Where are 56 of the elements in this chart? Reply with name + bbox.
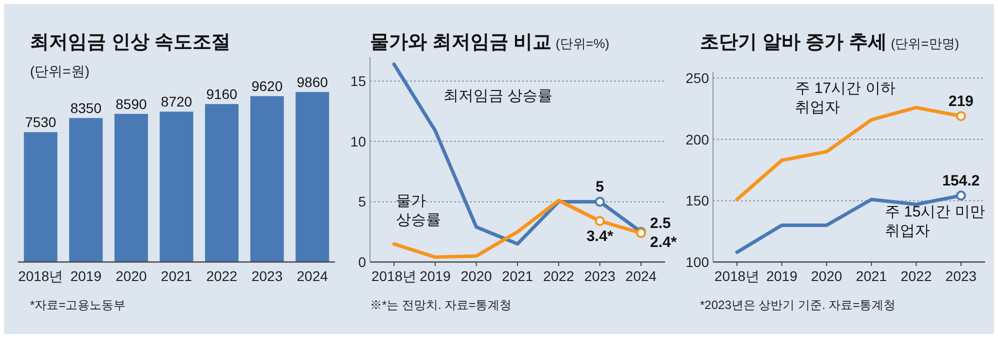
y-tick-label: 150 xyxy=(686,192,710,209)
x-tick-label: 2020 xyxy=(811,268,842,284)
series-label: 최저임금 상승률 xyxy=(443,87,553,104)
y-tick-label: 10 xyxy=(350,133,366,150)
text: ※*는 전망치. 자료=통계청 xyxy=(370,298,512,312)
x-tick-label: 2019 xyxy=(420,268,451,284)
x-tick-label: 2022 xyxy=(206,268,238,284)
data-label: 8590 xyxy=(116,96,147,112)
y-tick-label: 0 xyxy=(358,254,366,270)
x-tick-label: 2020 xyxy=(460,268,492,284)
point xyxy=(594,196,605,207)
y-tick-label: 5 xyxy=(358,194,366,210)
series-label: 주 17시간 이하 취업자 xyxy=(795,80,896,116)
chart-subtitle: (단위=만명) xyxy=(890,36,960,51)
x-tick-label: 2022 xyxy=(543,268,574,284)
data-label: 5 xyxy=(596,178,604,196)
data-label: 7530 xyxy=(25,114,56,130)
text: *2023년은 상반기 기준. 자료=통계청 xyxy=(700,298,896,312)
x-tick-label: 2023 xyxy=(584,268,616,284)
series-label: 물가 상승률 xyxy=(396,192,442,228)
x-tick-label: 2019 xyxy=(70,268,102,284)
data-label: 9620 xyxy=(251,78,283,94)
data-label: 154.2 xyxy=(942,172,980,190)
point xyxy=(594,216,605,226)
x-tick-label: 2022 xyxy=(900,268,932,284)
x-tick-label: 2021 xyxy=(160,268,192,284)
x-tick-label: 2023 xyxy=(251,268,283,284)
series-label: 주 15시간 미만 취업자 xyxy=(884,204,985,240)
chart-subtitle: (단위=%) xyxy=(556,36,610,51)
x-tick-label: 2021 xyxy=(502,268,534,284)
data-label: 219 xyxy=(948,93,974,110)
x-tick-label: 2023 xyxy=(945,268,977,284)
x-tick-label: 2021 xyxy=(856,268,888,284)
data-label: 2.4* xyxy=(650,234,677,252)
data-label: 9860 xyxy=(296,74,328,90)
x-tick-label: 2024 xyxy=(625,268,657,284)
chart-title: 초단기 알바 증가 추세 xyxy=(700,32,887,53)
data-label: 8720 xyxy=(160,94,192,110)
y-tick-label: 250 xyxy=(686,70,710,86)
data-label: 9160 xyxy=(206,86,238,102)
x-tick-label: 2019 xyxy=(766,268,798,284)
x-tick-label: 2018년 xyxy=(371,268,417,284)
y-tick-label: 15 xyxy=(350,73,366,90)
chart-subtitle: (단위=원) xyxy=(30,63,90,79)
y-tick-label: 100 xyxy=(686,254,710,270)
x-tick-label: 2020 xyxy=(116,268,147,284)
data-label: 8350 xyxy=(70,100,102,116)
x-tick-label: 2024 xyxy=(296,268,328,284)
chart-title: 물가와 최저임금 비교 xyxy=(370,32,552,53)
y-tick-label: 200 xyxy=(686,131,710,148)
data-label: 3.4* xyxy=(586,228,614,245)
x-tick-label: 2018년 xyxy=(18,268,64,284)
data-label: 2.5 xyxy=(650,214,671,232)
x-tick-label: 2018년 xyxy=(714,268,760,284)
text: *자료=고용노동부 xyxy=(30,298,126,312)
chart-title: 최저임금 인상 속도조절 xyxy=(30,32,231,53)
